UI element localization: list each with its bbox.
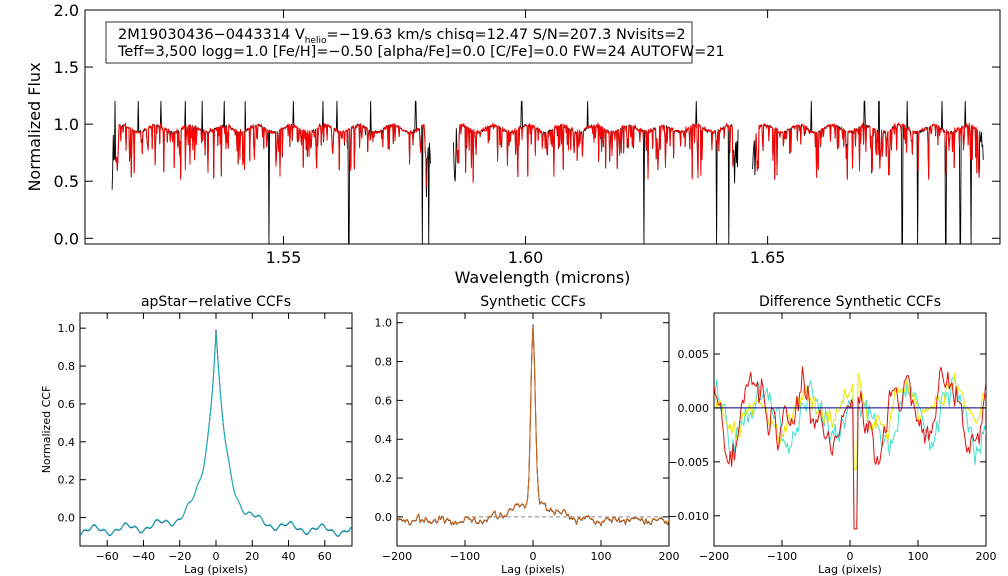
y-tick-label: 0.4: [58, 436, 76, 449]
info-line-2: Teff=3,500 logg=1.0 [Fe/H]=−0.50 [alpha/…: [117, 44, 725, 60]
observed-spectrum-line: [752, 100, 984, 244]
x-tick-label: 20: [245, 550, 259, 563]
difference-axes: −200 −100 0 100 200 −0.010 −0.005 0.000 0.005 Dif…: [668, 294, 996, 576]
y-tick-label: 2.0: [54, 1, 79, 20]
x-tick-label: −200: [699, 550, 729, 563]
y-tick-label: 0.6: [375, 394, 393, 407]
y-tick-label: 0.8: [58, 360, 76, 373]
x-tick-label: 40: [282, 550, 296, 563]
apstar-frame: [79, 312, 353, 547]
spectrum-lines: [111, 100, 984, 244]
observed-spectrum-line: [111, 100, 431, 244]
y-tick-label: 1.5: [54, 58, 79, 77]
x-tick-label: 1.55: [266, 248, 302, 267]
model-spectrum-line: [115, 122, 427, 187]
synthetic-ccf-line-1: [397, 324, 669, 527]
y-tick-label: 0.4: [375, 433, 393, 446]
y-tick-label: 0.005: [678, 348, 710, 361]
x-tick-label: 0: [213, 550, 220, 563]
x-tick-label: 1.65: [750, 248, 786, 267]
info-line-1: 2M19030436−0443314 Vhelio=−19.63 km/s ch…: [118, 27, 686, 46]
y-tick-label: 0.2: [58, 474, 76, 487]
info-box: [105, 21, 693, 64]
difference-lines: [714, 366, 986, 530]
difference-ccf-panel: −200 −100 0 100 200 −0.010 −0.005 0.000 0.005 Dif…: [668, 294, 996, 576]
panel-title: Difference Synthetic CCFs: [759, 294, 941, 310]
y-tick-label: 0.2: [375, 472, 393, 485]
y-tick-label: 0.0: [54, 229, 79, 248]
y-tick-label: 0.8: [375, 356, 393, 369]
y-tick-label: 0.000: [678, 402, 710, 415]
x-tick-label: 100: [908, 550, 929, 563]
x-tick-label: −40: [132, 550, 155, 563]
synthetic-axes: −200 −100 0 100 200 0.0 0.2 0.4 0.6 0.8 1.0 Synthet…: [375, 294, 680, 576]
spectrum-axes: 1.55 1.60 1.65 0.0 0.5 1.0 1.5 2.0 Wavelength (m…: [25, 1, 1000, 287]
x-tick-label: −100: [767, 550, 797, 563]
observed-spectrum-line: [452, 100, 739, 244]
x-tick-label: 0: [847, 550, 854, 563]
y-axis-label: Normalized CCF: [40, 386, 53, 474]
y-tick-label: 1.0: [54, 115, 79, 134]
x-tick-label: −20: [168, 550, 191, 563]
apstar-lines: [80, 329, 352, 537]
x-tick-label: −100: [450, 550, 480, 563]
x-tick-label: 200: [659, 550, 680, 563]
x-axis-label: Lag (pixels): [818, 563, 882, 576]
x-tick-label: −200: [382, 550, 412, 563]
apstar-ccf-line-2: [80, 332, 352, 537]
synthetic-ccf-panel: −200 −100 0 100 200 0.0 0.2 0.4 0.6 0.8 1.0 Synthet…: [375, 294, 680, 576]
panel-title: apStar−relative CCFs: [141, 294, 291, 310]
y-tick-label: 0.0: [375, 511, 393, 524]
synthetic-frame: [396, 312, 670, 547]
x-tick-label: 100: [591, 550, 612, 563]
synthetic-ccf-line-2: [397, 325, 669, 526]
panel-title: Synthetic CCFs: [480, 294, 585, 310]
y-tick-label: −0.005: [668, 456, 709, 469]
x-tick-label: −60: [96, 550, 119, 563]
apstar-ccf-line-1: [80, 329, 352, 537]
y-tick-label: 0.5: [54, 172, 79, 191]
x-axis-label: Wavelength (microns): [455, 268, 631, 287]
model-spectrum-line: [755, 122, 980, 181]
apstar-axes: −60 −40 −20 0 20 40 60 0.0 0.2 0.4 0.6 0.8 1.0 apStar…: [40, 294, 352, 576]
apstar-ccf-panel: −60 −40 −20 0 20 40 60 0.0 0.2 0.4 0.6 0.8 1.0 apStar…: [40, 294, 353, 576]
model-spectrum-line: [456, 122, 735, 184]
difference-frame: [713, 312, 987, 547]
x-tick-label: 1.60: [508, 248, 544, 267]
spectrum-frame: [84, 9, 1001, 245]
info-line-1-sub: helio: [305, 36, 327, 46]
x-tick-label: 200: [976, 550, 997, 563]
difference-ccf-line-cyan: [714, 377, 986, 530]
y-tick-label: 0.0: [58, 512, 76, 525]
y-axis-label: Normalized Flux: [25, 62, 44, 191]
x-tick-label: 60: [318, 550, 332, 563]
y-tick-label: 0.6: [58, 398, 76, 411]
y-tick-label: −0.010: [668, 510, 709, 523]
info-line-1-post: =−19.63 km/s chisq=12.47 S/N=207.3 Nvisi…: [327, 27, 686, 43]
x-tick-label: 0: [530, 550, 537, 563]
x-axis-label: Lag (pixels): [184, 563, 248, 576]
y-tick-label: 1.0: [375, 317, 393, 330]
y-tick-label: 1.0: [58, 322, 76, 335]
synthetic-lines: [397, 324, 669, 527]
spectrum-panel: 1.55 1.60 1.65 0.0 0.5 1.0 1.5 2.0 Wavelength (m…: [25, 1, 1001, 287]
info-line-1-pre: 2M19030436−0443314 V: [118, 27, 305, 43]
x-axis-label: Lag (pixels): [501, 563, 565, 576]
